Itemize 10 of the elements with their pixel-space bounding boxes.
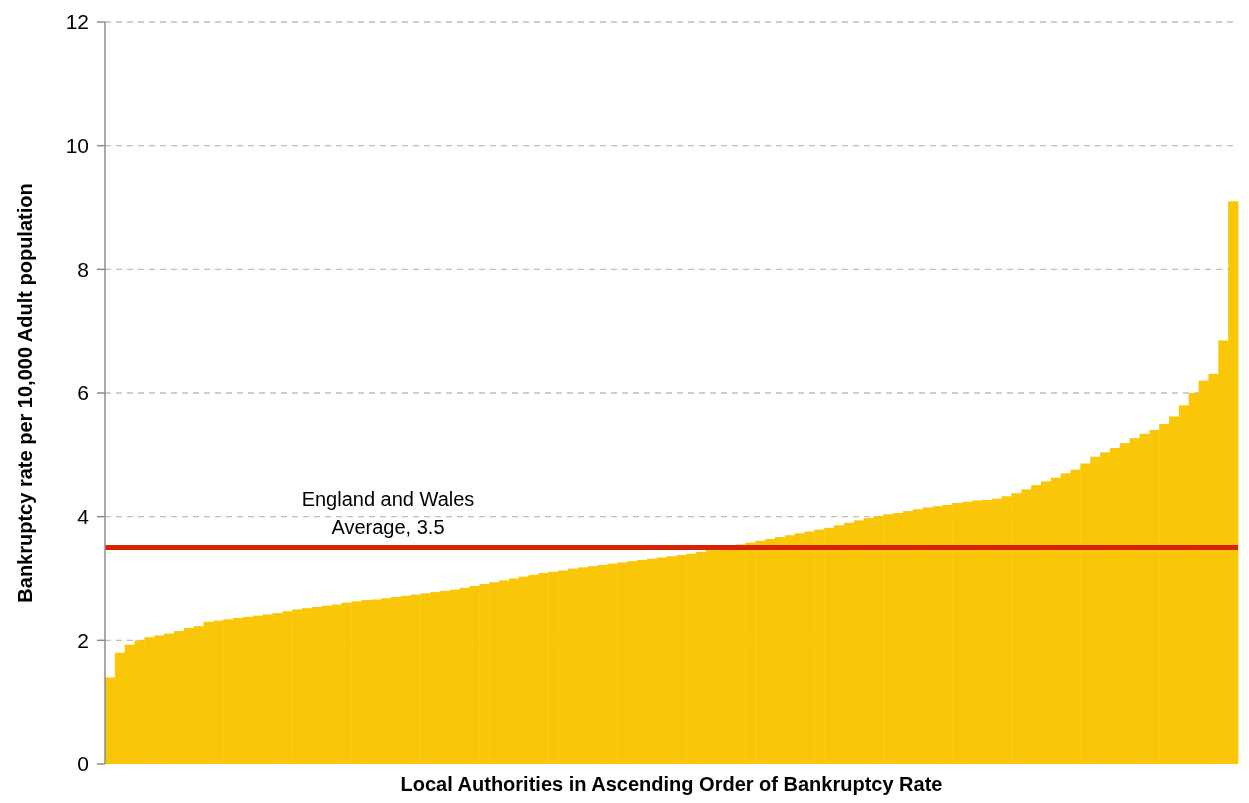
y-axis-title: Bankruptcy rate per 10,000 Adult population xyxy=(14,183,36,603)
y-tick-label: 12 xyxy=(65,10,89,34)
ref-line-label: England and Wales Average, 3.5 xyxy=(301,487,475,538)
y-tick-label: 0 xyxy=(77,752,89,776)
x-axis-title: Local Authorities in Ascending Order of Bankruptcy Rate xyxy=(400,773,943,795)
y-tick-label: 8 xyxy=(77,257,89,281)
y-tick-label: 6 xyxy=(77,381,89,405)
y-tick-label: 4 xyxy=(77,505,90,529)
y-tick-label: 2 xyxy=(77,628,89,652)
y-tick-label: 10 xyxy=(65,134,89,158)
